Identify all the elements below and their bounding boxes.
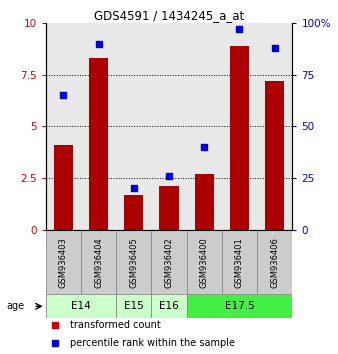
Text: E15: E15	[124, 301, 144, 311]
Bar	[151, 295, 187, 318]
Bar	[124, 195, 143, 230]
Bar	[46, 295, 116, 318]
Text: GSM936405: GSM936405	[129, 237, 138, 287]
Bar	[195, 174, 214, 230]
Text: GSM936401: GSM936401	[235, 237, 244, 287]
Bar	[230, 46, 249, 230]
Text: E14: E14	[71, 301, 91, 311]
Point	[61, 92, 66, 98]
Bar	[89, 58, 108, 230]
Bar	[81, 230, 116, 295]
Bar	[187, 295, 292, 318]
Bar	[265, 81, 285, 230]
Bar	[187, 230, 222, 295]
Point	[96, 41, 101, 46]
Text: GSM936404: GSM936404	[94, 237, 103, 287]
Bar	[53, 145, 73, 230]
Title: GDS4591 / 1434245_a_at: GDS4591 / 1434245_a_at	[94, 9, 244, 22]
Bar	[159, 187, 179, 230]
Text: GSM936403: GSM936403	[59, 237, 68, 287]
Point	[131, 185, 137, 191]
Bar	[116, 295, 151, 318]
Bar	[46, 230, 81, 295]
Text: GSM936406: GSM936406	[270, 237, 279, 287]
Text: transformed count: transformed count	[70, 320, 161, 330]
Bar	[116, 230, 151, 295]
Point	[166, 173, 172, 179]
Text: age: age	[6, 301, 24, 311]
Text: percentile rank within the sample: percentile rank within the sample	[70, 338, 235, 348]
Point	[272, 45, 277, 51]
Text: GSM936400: GSM936400	[200, 237, 209, 287]
Text: E16: E16	[159, 301, 179, 311]
Bar	[222, 230, 257, 295]
Text: GSM936402: GSM936402	[165, 237, 173, 287]
Point	[201, 144, 207, 150]
Bar	[257, 230, 292, 295]
Point	[237, 27, 242, 32]
Text: E17.5: E17.5	[225, 301, 255, 311]
Bar	[151, 230, 187, 295]
